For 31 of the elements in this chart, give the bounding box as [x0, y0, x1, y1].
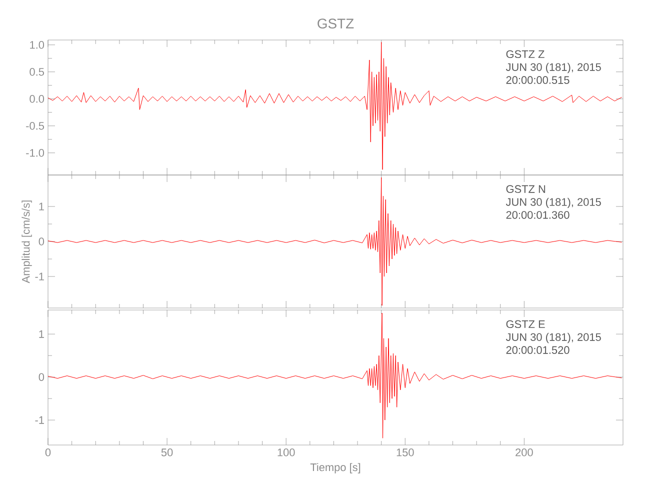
x-axis-title: Tiempo [s]	[310, 463, 360, 474]
line-series	[48, 312, 622, 438]
y-tick-label: -0.5	[26, 122, 44, 130]
y-tick-label: -1	[35, 272, 44, 280]
annotation: 20:00:01.360	[506, 211, 570, 219]
x-tick-label: 100	[278, 448, 295, 456]
y-axis-title: Amplitud [cm/s/s]	[22, 200, 32, 284]
x-tick-label: 50	[161, 448, 173, 456]
annotation: GSTZ Z	[506, 50, 544, 58]
y-tick-label: 0.0	[30, 94, 44, 103]
annotation: JUN 30 (181), 2015	[506, 332, 601, 344]
annotation: GSTZ E	[506, 320, 545, 328]
chart-title: GSTZ	[318, 18, 354, 28]
y-tick-label: 1	[39, 330, 44, 338]
y-tick-label: 1	[39, 202, 44, 210]
y-tick-label: 1.0	[30, 40, 44, 49]
annotation: GSTZ N	[506, 185, 546, 193]
annotation: 20:00:00.515	[506, 76, 570, 84]
x-tick-label: 0	[45, 448, 51, 456]
line-series	[48, 177, 622, 306]
y-tick-label: 0	[38, 373, 44, 381]
line-series	[48, 42, 622, 170]
annotation: JUN 30 (181), 2015	[506, 198, 601, 208]
annotation: 20:00:01.520	[506, 346, 570, 354]
annotation: JUN 30 (181), 2015	[506, 62, 601, 74]
y-tick-label: -1.0	[26, 148, 44, 157]
x-tick-label: 200	[516, 448, 533, 456]
y-tick-label: 0	[38, 238, 44, 246]
x-tick-label: 150	[396, 448, 414, 456]
y-tick-label: -1	[35, 416, 44, 424]
y-tick-label: 0.5	[30, 68, 44, 76]
